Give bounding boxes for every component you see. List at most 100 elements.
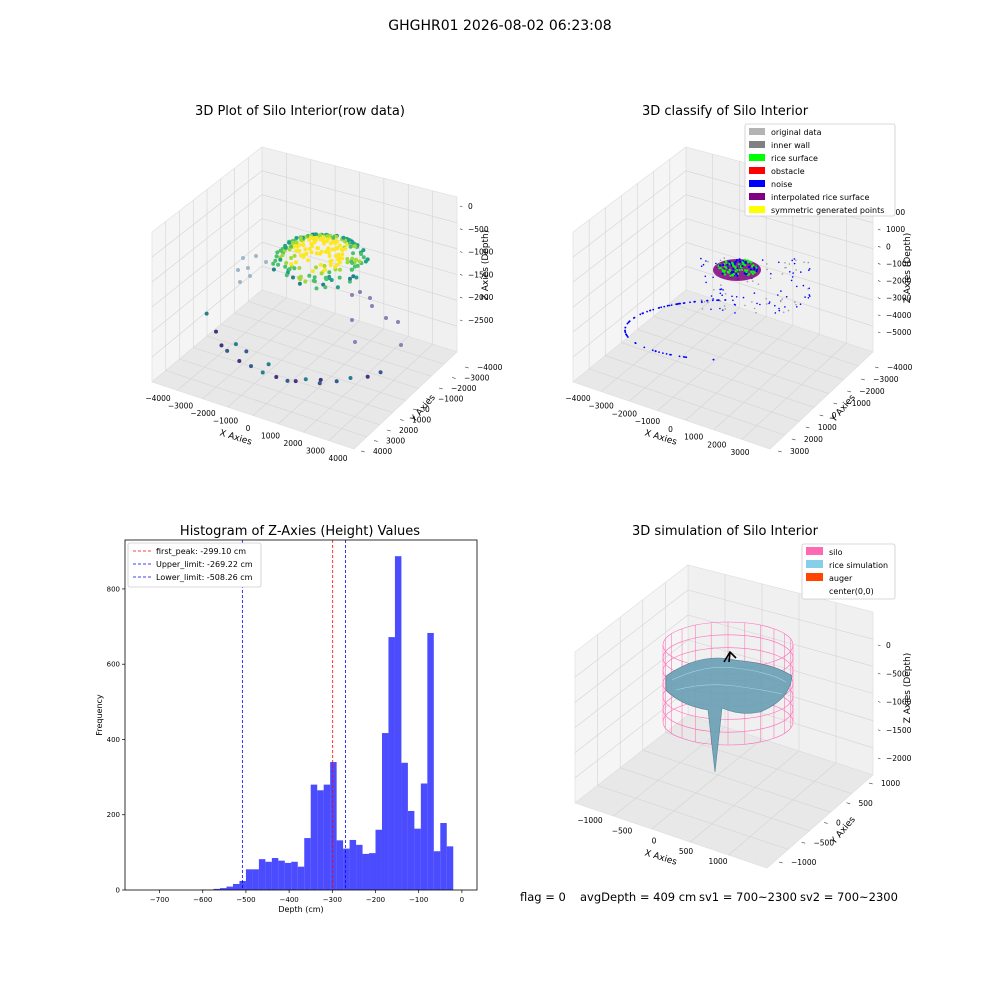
- noise-point: [785, 295, 788, 298]
- cloud-point: [260, 370, 265, 375]
- noise-point: [712, 298, 714, 300]
- cloud-point: [348, 276, 352, 281]
- panel1-xtick-label: −2000: [190, 409, 216, 418]
- panel4-ytick-label: 0: [836, 819, 841, 828]
- rice-point: [732, 270, 735, 273]
- noise-point: [769, 277, 772, 280]
- noise-point: [768, 302, 770, 305]
- legend-swatch: [749, 128, 765, 135]
- grid-line: [600, 298, 713, 392]
- cloud-point: [318, 377, 323, 382]
- noise-point: [778, 309, 781, 312]
- noise-point: [808, 269, 810, 272]
- panel4-ztick-tick: [877, 757, 881, 760]
- histogram-bar: [349, 839, 357, 890]
- panel2-ztick-label: −4000: [886, 311, 912, 320]
- cloud-point: [314, 286, 319, 291]
- histogram-bar: [271, 858, 279, 890]
- noise-point: [781, 273, 784, 275]
- noise-point: [677, 303, 679, 305]
- noise-point: [803, 261, 805, 264]
- noise-point: [666, 304, 669, 307]
- panel2-xtick-label: 3000: [730, 448, 749, 457]
- panel1-ytick-label: 2000: [399, 426, 418, 435]
- cloud-point: [246, 266, 250, 270]
- histogram-bar: [381, 733, 389, 890]
- panel1-ytick-tick: [412, 408, 417, 411]
- cloud-point: [368, 296, 372, 300]
- noise-point: [768, 301, 771, 303]
- rice-point: [753, 271, 756, 274]
- grid-line: [665, 732, 852, 794]
- panel2-xtick-label: −1000: [635, 417, 661, 426]
- panel2-ytick-label: −4000: [887, 363, 913, 372]
- rice-point: [736, 268, 739, 272]
- noise-point: [712, 358, 715, 361]
- noise-point: [784, 306, 786, 308]
- legend-label: inner wall: [771, 141, 810, 150]
- rice-point: [722, 263, 725, 266]
- histogram-bar: [369, 853, 376, 890]
- panel4-ztick-tick: [877, 644, 881, 647]
- noise-point: [710, 308, 712, 311]
- noise-point: [706, 299, 709, 302]
- rice-point: [736, 272, 740, 275]
- status-sv1: sv1 = 700~2300: [699, 890, 797, 904]
- cloud-point: [348, 376, 353, 381]
- noise-point: [746, 280, 749, 283]
- panel4-xlabel: X Axies: [643, 848, 678, 867]
- cloud-point: [340, 252, 345, 257]
- cloud-point: [214, 329, 219, 334]
- grid-line: [651, 738, 763, 830]
- cloud-point: [319, 271, 324, 276]
- panel4-zlabel: Z Axies (Depth): [903, 653, 913, 724]
- grid-line: [574, 689, 689, 779]
- panel2-ytick-tick: [819, 414, 824, 417]
- noise-point: [678, 355, 681, 358]
- panel4-ytick-label: −500: [814, 838, 835, 847]
- grid-line: [613, 726, 726, 817]
- cloud-point: [276, 262, 281, 267]
- rice-point: [734, 266, 737, 269]
- noise-point: [663, 305, 666, 308]
- cloud-point: [324, 277, 329, 282]
- grid-line: [261, 170, 458, 224]
- panel4-ytick-label: 500: [859, 799, 874, 808]
- cloud-point: [327, 270, 332, 275]
- histogram-bar: [407, 810, 415, 890]
- rice-point: [743, 258, 746, 261]
- panel1-ztick-label: −500: [468, 225, 489, 234]
- legend-swatch: [749, 167, 765, 174]
- cloud-point: [336, 257, 340, 262]
- noise-point: [641, 312, 644, 315]
- noise-point: [675, 303, 678, 306]
- rice-point: [732, 263, 735, 266]
- rice-point: [726, 270, 730, 274]
- cloud-point: [310, 244, 315, 249]
- cloud-point: [318, 262, 323, 267]
- noise-point: [807, 297, 810, 299]
- panel2-ytick-label: 3000: [790, 447, 809, 456]
- panel4-ytick-tick: [778, 861, 783, 864]
- panel4-ytick-tick: [823, 822, 828, 824]
- grid-line: [597, 785, 789, 850]
- grid-line: [574, 614, 689, 703]
- panel4-xtick-label: −500: [612, 826, 633, 835]
- cloud-point: [352, 244, 357, 249]
- panel2-ztick-label: −2000: [886, 277, 912, 286]
- panel1-ytick-tick: [399, 419, 404, 421]
- cloud-point: [314, 232, 319, 237]
- panel1-ytick-tick: [360, 450, 365, 453]
- x-tick-label: −400: [280, 896, 299, 904]
- cloud-point: [284, 261, 289, 265]
- cloud-point: [306, 258, 310, 263]
- cloud-point: [289, 256, 294, 260]
- panel2-xtick-label: −3000: [588, 402, 614, 411]
- noise-point: [761, 259, 764, 261]
- cloud-point: [237, 359, 242, 364]
- panel2-xtick-label: 0: [668, 425, 673, 434]
- cloud-point: [301, 243, 306, 248]
- histogram-bar: [317, 790, 324, 890]
- panel2-xtick-label: −2000: [612, 409, 638, 418]
- cloud-point: [333, 264, 338, 269]
